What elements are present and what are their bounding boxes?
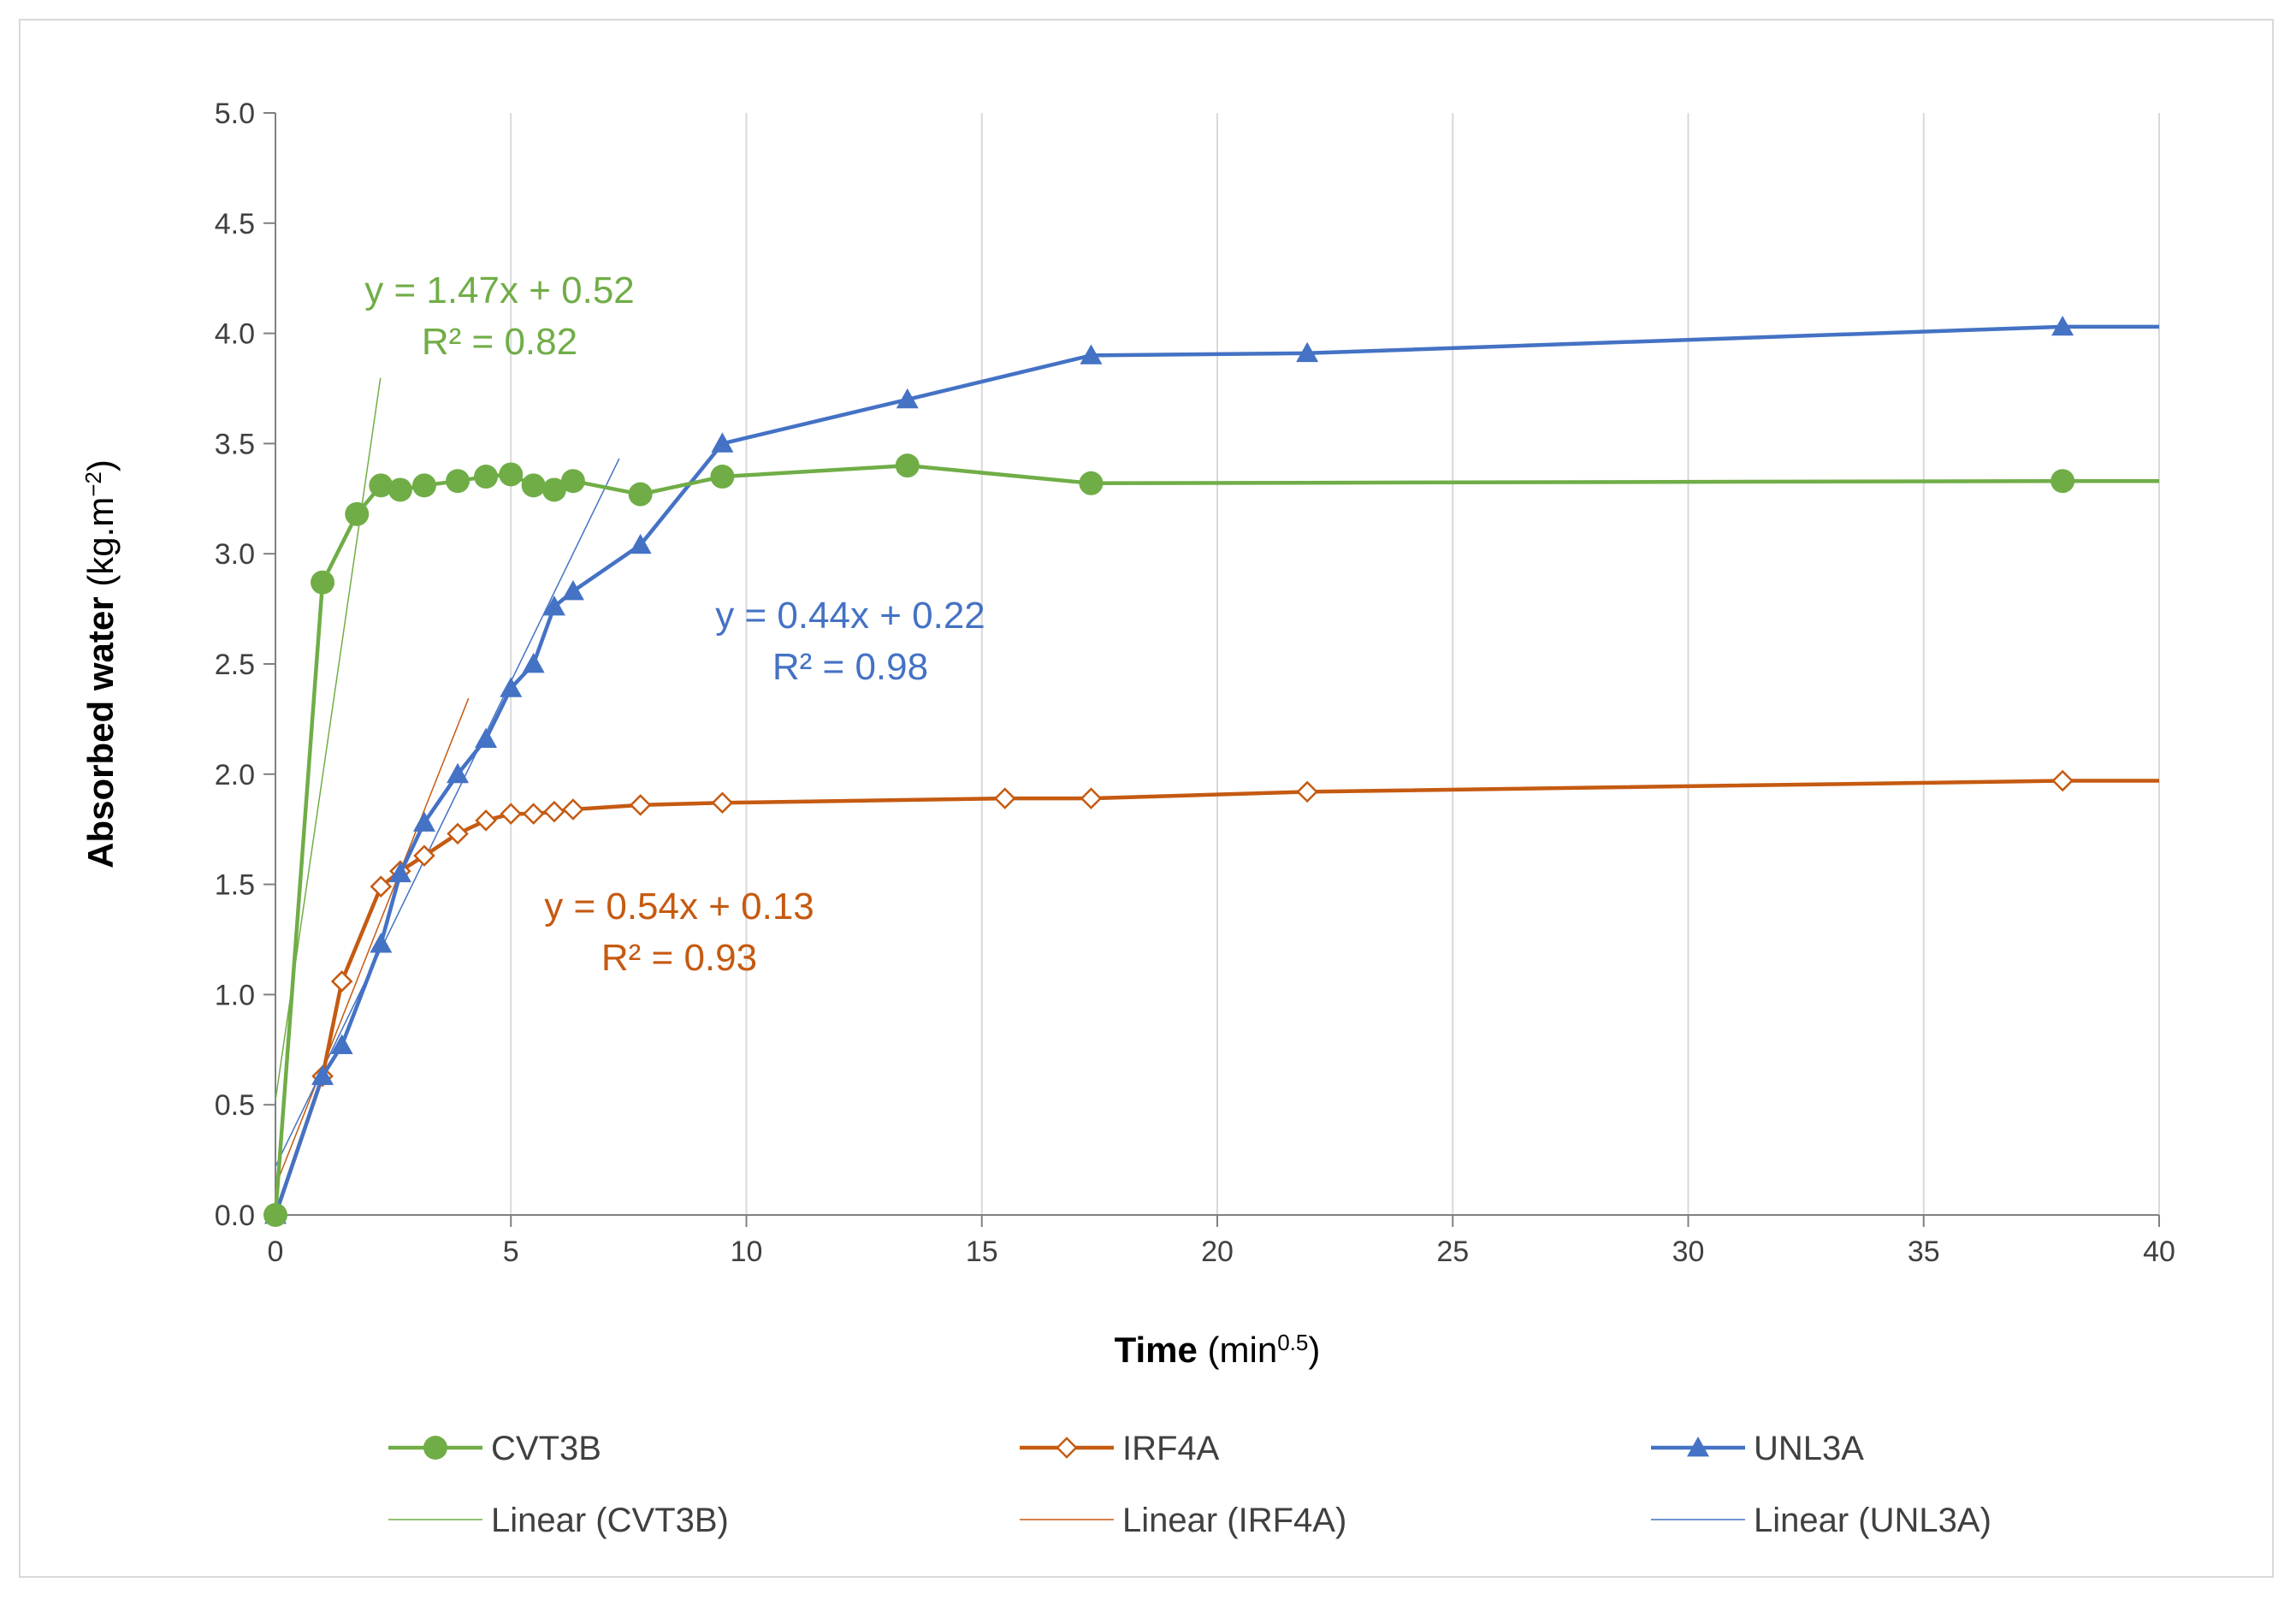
data-point-unl3a bbox=[2051, 315, 2074, 336]
data-point-irf4a bbox=[370, 875, 393, 898]
data-point-unl3a bbox=[561, 579, 584, 601]
data-point-cvt3b bbox=[895, 453, 920, 478]
legend-label-irf4a: IRF4A bbox=[1122, 1430, 1220, 1467]
x-axis-title: Time (min0.5) bbox=[1115, 1330, 1321, 1370]
series-layer bbox=[263, 315, 2159, 1227]
data-point-irf4a bbox=[500, 803, 523, 825]
annotation-layer: y = 1.47x + 0.52 R² = 0.82 y = 0.54x + 0.1… bbox=[364, 270, 985, 979]
data-point-cvt3b bbox=[1079, 471, 1104, 495]
legend-marker-irf4a bbox=[1056, 1437, 1078, 1459]
y-tick-label: 1.5 bbox=[215, 869, 255, 902]
legend-trend-label-cvt3b: Linear (CVT3B) bbox=[491, 1502, 729, 1539]
x-tick-label: 15 bbox=[966, 1236, 998, 1268]
data-point-cvt3b bbox=[369, 473, 394, 498]
data-point-cvt3b bbox=[388, 477, 412, 502]
data-point-unl3a bbox=[1080, 344, 1103, 364]
y-tick-label: 4.5 bbox=[215, 208, 255, 240]
y-tick-label: 3.5 bbox=[215, 428, 255, 460]
x-tick-label: 40 bbox=[2143, 1236, 2175, 1268]
data-point-irf4a bbox=[543, 800, 565, 823]
chart-svg: 0.0 0.5 1.0 1.5 2.0 2.5 3.0 3.5 4.0 4.5 5.0 0 5 10 15 2… bbox=[80, 98, 2175, 1539]
data-point-cvt3b bbox=[541, 477, 566, 502]
data-point-unl3a bbox=[447, 762, 470, 784]
legend-marker-unl3a bbox=[1687, 1437, 1709, 1457]
data-point-cvt3b bbox=[560, 469, 585, 494]
trend-r2-cvt3b: R² = 0.82 bbox=[422, 321, 577, 363]
legend-label-cvt3b: CVT3B bbox=[491, 1430, 601, 1467]
trend-equation-irf4a: y = 0.54x + 0.13 bbox=[544, 886, 814, 927]
x-tick-label: 10 bbox=[731, 1236, 763, 1268]
data-point-irf4a bbox=[330, 970, 353, 993]
y-tick-label: 3.0 bbox=[215, 538, 255, 571]
data-point-cvt3b bbox=[628, 482, 653, 507]
data-point-irf4a bbox=[447, 822, 469, 845]
data-point-irf4a bbox=[2051, 769, 2074, 792]
data-point-unl3a bbox=[311, 1064, 334, 1086]
data-point-cvt3b bbox=[474, 465, 499, 489]
data-point-irf4a bbox=[1296, 780, 1318, 803]
trend-r2-irf4a: R² = 0.93 bbox=[601, 937, 757, 979]
x-tick-label: 25 bbox=[1436, 1236, 1469, 1268]
data-point-unl3a bbox=[629, 533, 652, 554]
data-point-cvt3b bbox=[2050, 469, 2075, 494]
y-tick-label: 5.0 bbox=[215, 98, 255, 130]
data-point-unl3a bbox=[522, 653, 545, 673]
trend-r2-unl3a: R² = 0.98 bbox=[772, 646, 928, 688]
grid-layer bbox=[510, 113, 2160, 1215]
y-axis-title: Absorbed water (kg.m−2) bbox=[80, 459, 121, 868]
legend-trend-label-unl3a: Linear (UNL3A) bbox=[1754, 1502, 1991, 1539]
data-point-irf4a bbox=[562, 798, 584, 821]
y-tick-label: 0.5 bbox=[215, 1089, 255, 1122]
data-point-unl3a bbox=[475, 727, 498, 748]
data-point-unl3a bbox=[1296, 341, 1319, 363]
data-point-irf4a bbox=[1080, 787, 1103, 809]
data-point-unl3a bbox=[542, 596, 565, 616]
data-point-cvt3b bbox=[446, 469, 470, 494]
trendline-irf4a bbox=[275, 697, 470, 1187]
data-point-irf4a bbox=[475, 809, 497, 832]
trend-equation-unl3a: y = 0.44x + 0.22 bbox=[715, 595, 985, 637]
data-point-cvt3b bbox=[345, 501, 370, 526]
trend-equation-cvt3b: y = 1.47x + 0.52 bbox=[364, 270, 635, 311]
data-point-cvt3b bbox=[311, 570, 335, 595]
y-tick-label: 4.0 bbox=[215, 318, 255, 351]
x-tick-label: 30 bbox=[1672, 1236, 1705, 1268]
x-tick-label: 0 bbox=[268, 1236, 284, 1268]
legend-marker-cvt3b bbox=[423, 1436, 447, 1460]
data-point-unl3a bbox=[500, 677, 523, 697]
legend-label-unl3a: UNL3A bbox=[1754, 1430, 1864, 1467]
chart-frame: 0.0 0.5 1.0 1.5 2.0 2.5 3.0 3.5 4.0 4.5 5.0 0 5 10 15 2… bbox=[19, 19, 2274, 1578]
data-point-cvt3b bbox=[263, 1203, 287, 1227]
data-point-unl3a bbox=[330, 1034, 353, 1055]
legend-trend-label-irf4a: Linear (IRF4A) bbox=[1122, 1502, 1346, 1539]
y-tick-label: 1.0 bbox=[215, 979, 255, 1011]
axis-layer: 0.0 0.5 1.0 1.5 2.0 2.5 3.0 3.5 4.0 4.5 5.0 0 5 10 15 2… bbox=[80, 98, 2175, 1370]
data-point-cvt3b bbox=[499, 462, 524, 487]
data-point-irf4a bbox=[629, 794, 652, 816]
data-point-cvt3b bbox=[710, 465, 735, 489]
data-point-cvt3b bbox=[411, 473, 436, 498]
data-point-unl3a bbox=[388, 862, 411, 883]
legend-layer: CVT3B Linear (CVT3B) IRF4A Linear (IRF4A) UN… bbox=[388, 1430, 1991, 1539]
data-point-unl3a bbox=[412, 811, 435, 832]
x-tick-label: 20 bbox=[1201, 1236, 1234, 1268]
y-tick-label: 2.0 bbox=[215, 759, 255, 791]
y-tick-label: 0.0 bbox=[215, 1200, 255, 1232]
data-point-cvt3b bbox=[521, 473, 546, 498]
data-point-irf4a bbox=[413, 844, 435, 867]
data-point-unl3a bbox=[896, 388, 919, 409]
y-tick-label: 2.5 bbox=[215, 649, 255, 681]
data-point-unl3a bbox=[711, 432, 734, 453]
data-point-irf4a bbox=[993, 787, 1016, 809]
x-tick-label: 35 bbox=[1908, 1236, 1940, 1268]
x-tick-label: 5 bbox=[503, 1236, 519, 1268]
data-point-irf4a bbox=[522, 803, 545, 825]
data-point-unl3a bbox=[370, 933, 393, 953]
trendline-unl3a bbox=[275, 458, 620, 1167]
data-point-irf4a bbox=[711, 791, 734, 815]
